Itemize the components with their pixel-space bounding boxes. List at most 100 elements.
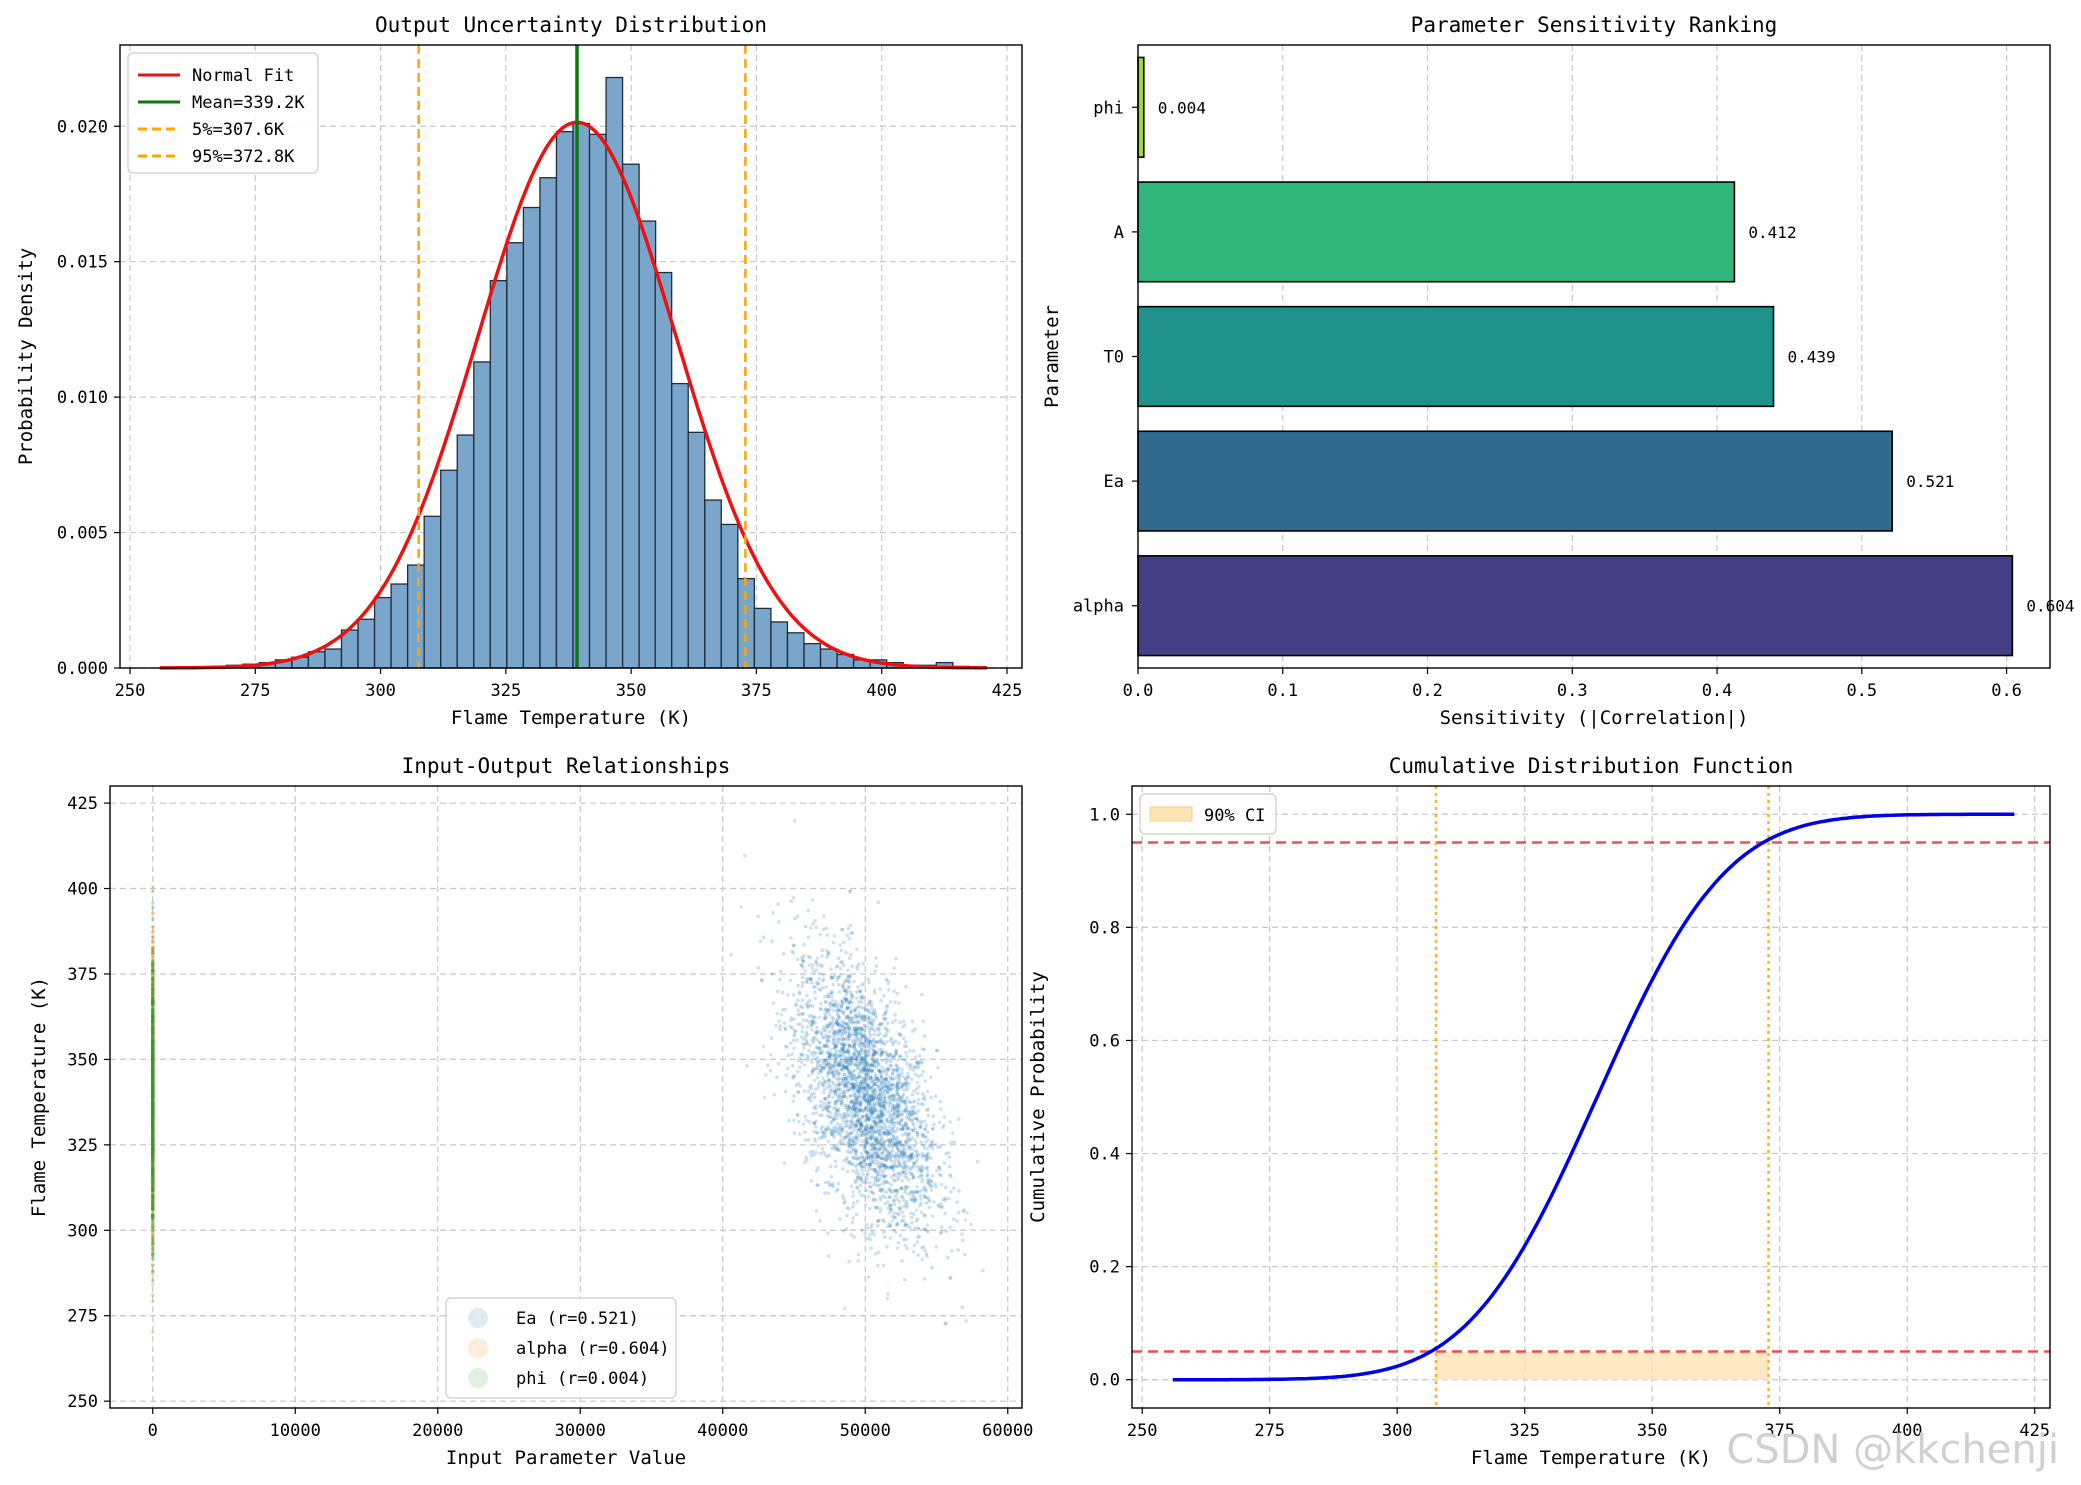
scatter-point bbox=[869, 1189, 873, 1194]
scatter-point bbox=[876, 1062, 881, 1066]
scatter-point bbox=[902, 1109, 907, 1113]
scatter-point bbox=[926, 1138, 931, 1142]
scatter-point bbox=[889, 1190, 894, 1195]
scatter-point bbox=[835, 1023, 840, 1027]
scatter-point bbox=[817, 971, 822, 976]
scatter-point bbox=[815, 1183, 819, 1187]
scatter-point bbox=[855, 1162, 860, 1167]
scatter-point bbox=[782, 1021, 787, 1025]
scatter-point bbox=[908, 1100, 912, 1105]
scatter-point bbox=[860, 1081, 864, 1086]
scatter-point bbox=[912, 1194, 916, 1199]
scatter-point bbox=[838, 1081, 842, 1085]
scatter-point bbox=[866, 1106, 871, 1110]
scatter-point bbox=[852, 1107, 857, 1112]
scatter-point bbox=[830, 1019, 834, 1024]
scatter-point bbox=[151, 1102, 155, 1107]
scatter-point bbox=[826, 1139, 831, 1144]
scatter-point bbox=[800, 1012, 805, 1017]
scatter-point bbox=[875, 1173, 880, 1178]
scatter-point bbox=[806, 1138, 811, 1142]
scatter-point bbox=[868, 1185, 873, 1189]
scatter-point bbox=[898, 1086, 902, 1090]
scatter-point bbox=[869, 1099, 874, 1103]
scatter-point bbox=[897, 1097, 902, 1101]
scatter-point bbox=[853, 1178, 857, 1183]
scatter-point bbox=[864, 1107, 869, 1112]
scatter-point bbox=[922, 1195, 927, 1199]
scatter-point bbox=[845, 977, 849, 982]
scatter-point bbox=[908, 1170, 912, 1175]
scatter-point bbox=[859, 996, 863, 1001]
scatter-point bbox=[890, 1108, 895, 1113]
scatter-point bbox=[151, 959, 155, 963]
scatter-point bbox=[824, 1058, 828, 1063]
scatter-point bbox=[944, 1185, 948, 1190]
scatter-point bbox=[834, 1056, 838, 1061]
scatter-point bbox=[800, 984, 805, 988]
scatter-point bbox=[854, 1098, 859, 1103]
scatter-point bbox=[840, 1010, 845, 1014]
histogram-bar bbox=[588, 133, 607, 669]
scatter-point bbox=[887, 1087, 892, 1091]
scatter-point bbox=[805, 1158, 809, 1162]
sens-xlabel: Sensitivity (|Correlation|) bbox=[1440, 707, 1749, 729]
scatter-point bbox=[898, 1139, 903, 1144]
scatter-point bbox=[847, 1136, 852, 1141]
scatter-point bbox=[879, 1109, 884, 1113]
scatter-point bbox=[860, 1165, 864, 1169]
scatter-point bbox=[863, 1068, 867, 1073]
scatter-point bbox=[868, 1206, 872, 1211]
scatter-point bbox=[921, 1019, 926, 1024]
scatter-point bbox=[839, 1029, 844, 1034]
scatter-point bbox=[882, 1163, 887, 1168]
scatter-point bbox=[875, 1155, 879, 1159]
scatter-point bbox=[847, 890, 852, 894]
scatter-point bbox=[878, 1095, 883, 1100]
scatter-point bbox=[905, 1096, 909, 1100]
scatter-point bbox=[924, 1123, 928, 1128]
scatter-point bbox=[848, 1094, 852, 1098]
scatter-point bbox=[904, 1050, 908, 1055]
scatter-point bbox=[851, 1190, 855, 1194]
scatter-point bbox=[911, 1049, 916, 1053]
scatter-point bbox=[865, 1126, 870, 1130]
scatter-point bbox=[876, 1028, 881, 1033]
scatter-point bbox=[918, 1189, 922, 1193]
scatter-point bbox=[866, 1155, 871, 1160]
scatter-point bbox=[872, 1018, 876, 1023]
scatter-point bbox=[904, 984, 908, 989]
scatter-point bbox=[864, 1188, 868, 1193]
scatter-point bbox=[903, 1243, 908, 1248]
scatter-point bbox=[851, 1042, 856, 1047]
scatter-point bbox=[817, 982, 821, 986]
sens-xtick-label: 0.0 bbox=[1123, 681, 1154, 701]
scatter-point bbox=[834, 1056, 838, 1061]
scatter-point bbox=[809, 1153, 814, 1158]
scatter-point bbox=[877, 1172, 881, 1177]
scatter-point bbox=[776, 1061, 781, 1066]
scatter-point bbox=[924, 1201, 928, 1205]
scatter-point bbox=[813, 1095, 817, 1100]
scatter-point bbox=[852, 1042, 857, 1046]
scatter-point bbox=[853, 1008, 857, 1013]
scatter-point bbox=[892, 1125, 896, 1129]
scatter-point bbox=[844, 1124, 848, 1129]
scatter-point bbox=[151, 981, 155, 986]
scatter-point bbox=[859, 1013, 864, 1018]
scatter-point bbox=[836, 1181, 841, 1186]
scatter-point bbox=[809, 1179, 814, 1183]
scatter-point bbox=[911, 1065, 915, 1069]
scatter-point bbox=[926, 1107, 931, 1112]
scatter-point bbox=[895, 1143, 899, 1147]
scatter-point bbox=[837, 1092, 842, 1096]
scatter-point bbox=[151, 966, 155, 971]
scatter-point bbox=[820, 948, 825, 953]
scatter-point bbox=[861, 1164, 866, 1168]
scatter-point bbox=[854, 1148, 858, 1152]
legend-label: alpha (r=0.604) bbox=[516, 1339, 670, 1359]
legend-swatch bbox=[1149, 806, 1193, 822]
scatter-point bbox=[927, 1182, 931, 1186]
scatter-point bbox=[842, 1084, 847, 1088]
